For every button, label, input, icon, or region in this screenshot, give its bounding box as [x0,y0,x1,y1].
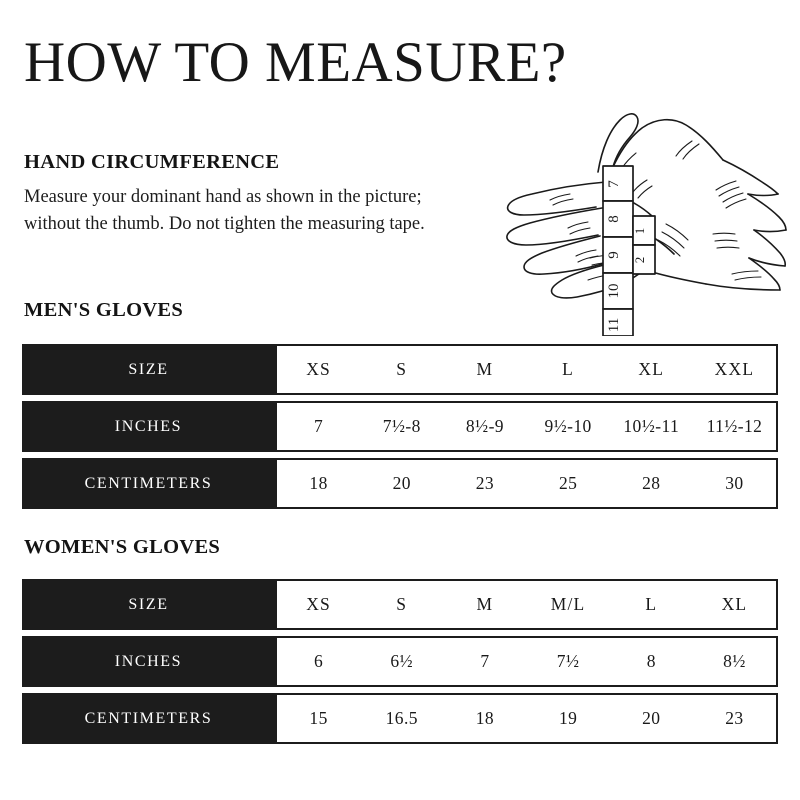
row-label: SIZE [22,344,275,395]
table-cell: 11½-12 [706,416,763,436]
women-section-label: WOMEN'S GLOVES [24,536,221,558]
table-cell: 7 [480,651,490,671]
row-label: INCHES [22,636,275,687]
table-cell: XS [306,594,331,614]
table-cell: 8 [646,651,656,671]
row-label: CENTIMETERS [22,693,275,744]
table-cell: 7½ [556,651,580,671]
men-size-table: SIZE XS S M L XL XXL INCHES 7 7½-8 8½-9 … [22,344,778,509]
table-cell: L [562,359,575,379]
table-row: INCHES 7 7½-8 8½-9 9½-10 10½-11 11½-12 [22,401,778,452]
table-cell: 20 [392,473,411,493]
table-row: SIZE XS S M M/L L XL [22,579,778,630]
row-values: 15 16.5 18 19 20 23 [275,693,778,744]
table-cell: XL [638,359,665,379]
table-row: INCHES 6 6½ 7 7½ 8 8½ [22,636,778,687]
row-values: 6 6½ 7 7½ 8 8½ [275,636,778,687]
table-cell: S [396,594,408,614]
table-cell: 28 [642,473,661,493]
tape-mark-1: 1 [632,228,647,235]
table-cell: 23 [475,473,495,493]
tape-mark-7: 7 [606,180,622,188]
men-section-label: MEN'S GLOVES [24,299,184,321]
table-cell: 19 [558,708,578,728]
table-cell: 20 [642,708,661,728]
table-row: SIZE XS S M L XL XXL [22,344,778,395]
table-cell: 18 [475,708,495,728]
table-cell: 15 [309,708,328,728]
table-row: CENTIMETERS 15 16.5 18 19 20 23 [22,693,778,744]
row-label: INCHES [22,401,275,452]
intro-body: Measure your dominant hand as shown in t… [24,186,425,234]
table-cell: XS [306,359,331,379]
table-row: CENTIMETERS 18 20 23 25 28 30 [22,458,778,509]
intro-heading: HAND CIRCUMFERENCE [24,151,280,173]
table-cell: M/L [550,594,586,614]
row-values: 7 7½-8 8½-9 9½-10 10½-11 11½-12 [275,401,778,452]
tape-mark-10: 10 [606,284,622,299]
table-cell: 25 [558,473,578,493]
table-cell: 7 [314,416,324,436]
table-cell: L [645,594,658,614]
row-values: XS S M L XL XXL [275,344,778,395]
table-cell: 8½-9 [465,416,504,436]
table-cell: 16.5 [385,708,418,728]
table-cell: 23 [725,708,744,728]
table-cell: M [476,594,494,614]
row-values: XS S M M/L L XL [275,579,778,630]
hand-illustration: 7 8 9 10 11 1 2 [470,104,790,336]
table-cell: XL [721,594,748,614]
table-cell: 8½ [723,651,746,671]
table-cell: M [476,359,494,379]
table-cell: S [396,359,408,379]
table-cell: 30 [725,473,744,493]
tape-mark-11: 11 [606,318,622,332]
page-title: HOW TO MEASURE? [24,31,567,94]
table-cell: 10½-11 [623,416,680,436]
table-cell: XXL [714,359,755,379]
row-values: 18 20 23 25 28 30 [275,458,778,509]
table-cell: 6½ [390,651,414,671]
table-cell: 6 [314,651,324,671]
table-cell: 18 [309,473,328,493]
table-cell: 9½-10 [544,416,592,436]
tape-mark-9: 9 [606,251,622,259]
table-cell: 7½-8 [382,416,421,436]
tape-mark-8: 8 [606,215,622,223]
row-label: CENTIMETERS [22,458,275,509]
row-label: SIZE [22,579,275,630]
women-size-table: SIZE XS S M M/L L XL INCHES 6 6½ 7 7½ 8 … [22,579,778,744]
tape-mark-2: 2 [632,257,647,264]
intro-block: HAND CIRCUMFERENCE Measure your dominant… [24,152,454,238]
